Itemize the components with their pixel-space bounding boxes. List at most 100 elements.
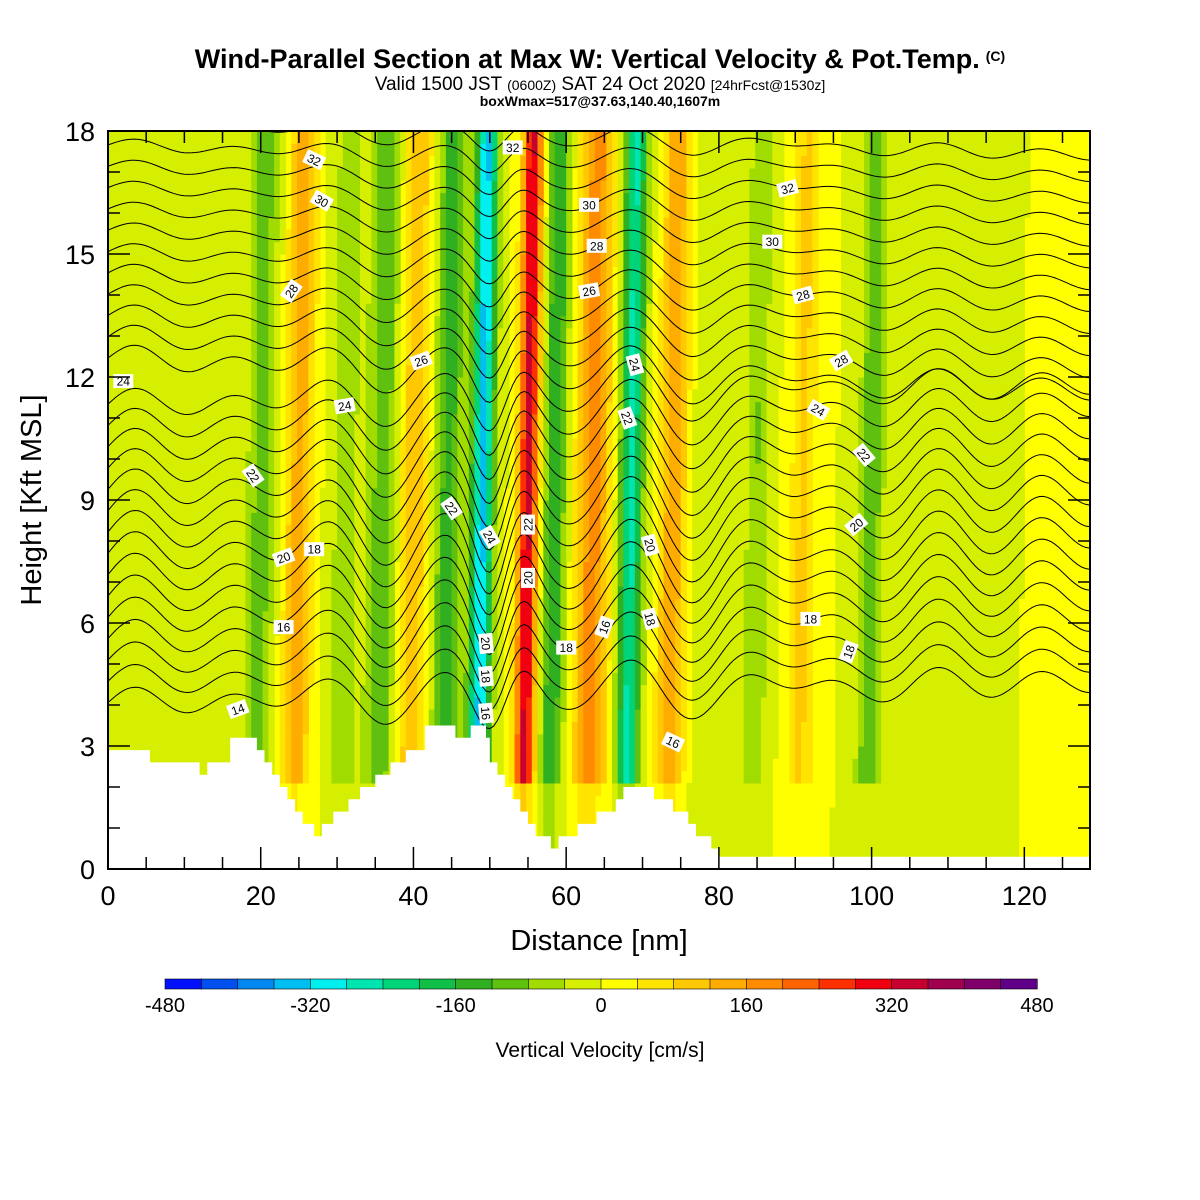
velocity-cell [325, 352, 332, 366]
velocity-cell [130, 500, 138, 513]
velocity-cell [222, 217, 229, 230]
velocity-cell [423, 487, 430, 501]
velocity-cell [199, 684, 206, 698]
velocity-cell [251, 635, 258, 649]
velocity-cell [457, 450, 464, 464]
velocity-cell [400, 131, 407, 144]
velocity-cell [417, 672, 424, 686]
velocity-cell [577, 131, 584, 144]
velocity-cell [125, 696, 132, 710]
velocity-cell [130, 672, 138, 686]
velocity-cell [428, 635, 435, 649]
velocity-cell [514, 770, 521, 784]
velocity-cell [600, 659, 607, 673]
velocity-cell [520, 303, 527, 317]
velocity-cell [560, 696, 567, 710]
velocity-cell [623, 561, 630, 575]
velocity-cell [211, 192, 218, 206]
velocity-cell [245, 229, 252, 243]
velocity-cell [629, 623, 636, 636]
velocity-cell [256, 696, 264, 710]
velocity-cell [279, 241, 287, 255]
velocity-cell [262, 364, 269, 378]
velocity-cell [623, 770, 630, 784]
velocity-cell [136, 721, 143, 735]
velocity-cell [268, 549, 275, 563]
velocity-cell [348, 131, 355, 144]
velocity-cell [531, 487, 539, 501]
velocity-cell [119, 327, 126, 341]
box-wmax-info: boxWmax=517@37.63,140.40,1607m [479, 93, 721, 109]
velocity-cell [222, 278, 229, 292]
velocity-cell [526, 549, 533, 563]
velocity-cell [125, 426, 132, 440]
velocity-cell [153, 389, 161, 403]
velocity-cell [537, 696, 544, 710]
velocity-cell [268, 327, 275, 341]
velocity-cell [193, 647, 201, 661]
velocity-cell [365, 204, 372, 218]
velocity-cell [623, 709, 630, 722]
velocity-cell [268, 192, 275, 206]
velocity-cell [434, 327, 441, 341]
velocity-cell [199, 573, 206, 587]
velocity-cell [119, 180, 126, 194]
velocity-cell [577, 807, 584, 821]
velocity-cell [228, 610, 235, 624]
velocity-cell [108, 241, 115, 255]
velocity-cell [142, 389, 149, 403]
velocity-cell [560, 180, 567, 194]
velocity-cell [182, 733, 189, 747]
velocity-cell [291, 573, 298, 587]
velocity-cell [136, 377, 143, 390]
velocity-cell [239, 364, 246, 378]
velocity-cell [486, 623, 493, 636]
velocity-cell [526, 352, 533, 366]
velocity-cell [291, 758, 298, 772]
velocity-cell [594, 696, 602, 710]
velocity-cell [394, 278, 401, 292]
velocity-cell [228, 340, 235, 353]
velocity-cell [331, 598, 338, 612]
velocity-cell [377, 635, 384, 649]
velocity-cell [216, 401, 224, 415]
velocity-cell [543, 401, 550, 415]
velocity-cell [325, 500, 332, 513]
velocity-cell [354, 217, 361, 230]
velocity-cell [543, 377, 550, 390]
velocity-cell [554, 758, 561, 772]
velocity-cell [486, 204, 493, 218]
velocity-cell [171, 131, 178, 144]
velocity-cell [251, 500, 258, 513]
velocity-cell [113, 352, 120, 366]
velocity-cell [365, 598, 372, 612]
velocity-cell [549, 782, 556, 796]
velocity-cell [291, 377, 298, 390]
velocity-cell [537, 733, 544, 747]
velocity-cell [457, 635, 464, 649]
velocity-cell [348, 463, 355, 476]
velocity-cell [405, 155, 413, 169]
velocity-cell [468, 524, 476, 538]
velocity-cell [365, 512, 372, 526]
velocity-cell [171, 610, 178, 624]
velocity-cell [623, 500, 630, 513]
velocity-cell [222, 438, 229, 452]
velocity-cell [468, 598, 476, 612]
velocity-cell [474, 217, 481, 230]
velocity-cell [623, 315, 630, 329]
velocity-cell [342, 536, 350, 550]
velocity-cell [537, 438, 544, 452]
velocity-cell [589, 782, 596, 796]
velocity-cell [503, 475, 510, 489]
velocity-cell [417, 401, 424, 415]
velocity-cell [457, 586, 464, 599]
velocity-cell [606, 315, 613, 329]
velocity-cell [474, 500, 481, 513]
velocity-cell [526, 672, 533, 686]
velocity-cell [216, 573, 224, 587]
velocity-cell [583, 487, 590, 501]
velocity-cell [623, 241, 630, 255]
velocity-cell [445, 586, 453, 599]
velocity-cell [256, 709, 264, 722]
